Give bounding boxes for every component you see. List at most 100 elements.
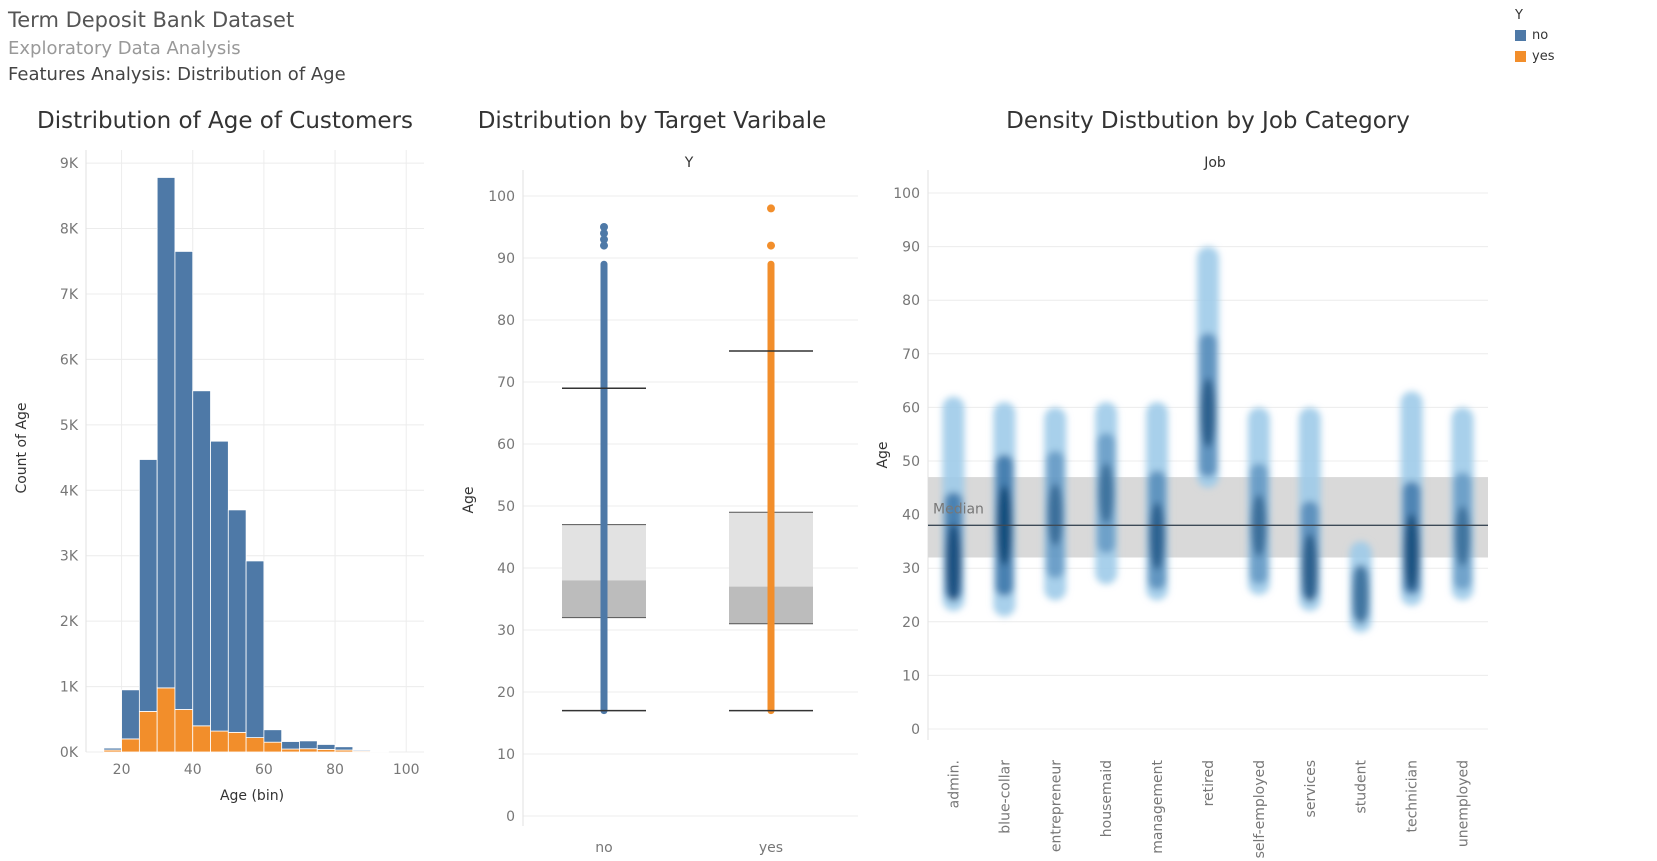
histogram-bar-yes[interactable] bbox=[281, 748, 300, 753]
histogram-bar-yes[interactable] bbox=[138, 711, 158, 753]
section-heading: Features Analysis: Distribution of Age bbox=[8, 64, 346, 85]
density-strip-services[interactable] bbox=[1298, 407, 1321, 612]
density-x-label-management: management bbox=[1150, 760, 1166, 854]
boxplot-y-tick: 80 bbox=[497, 313, 515, 329]
histogram-bar-no[interactable] bbox=[352, 749, 372, 752]
boxplot-column-header: Y bbox=[684, 155, 694, 171]
histogram-bar-yes[interactable] bbox=[263, 741, 283, 753]
boxplot-y-tick: 90 bbox=[497, 251, 515, 267]
histogram-x-tick: 80 bbox=[326, 762, 344, 778]
histogram-y-tick: 8K bbox=[60, 222, 79, 238]
boxplot-y-tick: 0 bbox=[506, 809, 515, 825]
density-x-label-entrepreneur: entrepreneur bbox=[1048, 760, 1064, 852]
density-x-label-blue-collar: blue-collar bbox=[997, 760, 1013, 834]
density-strip-housemaid[interactable] bbox=[1095, 402, 1118, 585]
density-y-tick: 0 bbox=[911, 722, 920, 738]
histogram-bar-no[interactable] bbox=[263, 729, 283, 743]
density-peak-management bbox=[1149, 502, 1166, 570]
boxplot-x-label-no: no bbox=[595, 840, 612, 856]
histogram-bar-no[interactable] bbox=[192, 390, 211, 727]
boxplot-y-tick: 30 bbox=[497, 623, 515, 639]
density-strip-management[interactable] bbox=[1146, 402, 1169, 601]
histogram-bar-yes[interactable] bbox=[299, 748, 318, 753]
density-strip-student[interactable] bbox=[1349, 541, 1372, 633]
histogram-bar-no[interactable] bbox=[316, 744, 336, 750]
legend-item-no[interactable]: no bbox=[1515, 25, 1554, 46]
histogram-bar-no[interactable] bbox=[245, 560, 265, 739]
density-strip-self-employed[interactable] bbox=[1247, 407, 1270, 595]
density-x-label-housemaid: housemaid bbox=[1099, 760, 1115, 837]
histogram-bar-no[interactable] bbox=[103, 747, 122, 751]
histogram-y-tick: 5K bbox=[60, 418, 79, 434]
histogram-bar-no[interactable] bbox=[156, 177, 176, 689]
histogram-bar-no[interactable] bbox=[334, 746, 354, 751]
histogram-bar-yes[interactable] bbox=[121, 738, 140, 753]
density-strip-retired[interactable] bbox=[1197, 246, 1219, 488]
boxplot-outlier-no[interactable] bbox=[600, 241, 608, 250]
density-x-label-services: services bbox=[1303, 760, 1319, 817]
histogram-bar-yes[interactable] bbox=[192, 725, 211, 753]
legend-label-yes: yes bbox=[1532, 49, 1555, 64]
legend-swatch-no bbox=[1515, 30, 1526, 41]
histogram-bar-no[interactable] bbox=[174, 251, 194, 710]
histogram-y-axis-label: Count of Age bbox=[14, 402, 30, 493]
density-peak-admin. bbox=[945, 523, 962, 602]
density-y-tick: 70 bbox=[902, 347, 920, 363]
density-y-tick: 50 bbox=[902, 454, 920, 470]
legend-item-yes[interactable]: yes bbox=[1515, 46, 1554, 67]
histogram-bar-yes[interactable] bbox=[156, 687, 176, 753]
density-y-tick: 40 bbox=[902, 508, 920, 524]
histogram-bar-no[interactable] bbox=[210, 440, 229, 732]
histogram-bar-no[interactable] bbox=[281, 741, 300, 750]
density-y-tick: 20 bbox=[902, 615, 920, 631]
boxplot-outlier-no[interactable] bbox=[600, 223, 608, 231]
legend-title: Y bbox=[1515, 8, 1523, 23]
histogram-bar-yes[interactable] bbox=[227, 731, 247, 753]
density-strip-entrepreneur[interactable] bbox=[1044, 407, 1067, 601]
density-x-label-technician: technician bbox=[1405, 760, 1421, 832]
legend-label-no: no bbox=[1532, 28, 1549, 43]
density-x-label-retired: retired bbox=[1201, 760, 1217, 806]
density-peak-housemaid bbox=[1098, 463, 1115, 524]
density-y-tick: 100 bbox=[893, 186, 920, 202]
boxplot-outlier-yes[interactable] bbox=[767, 241, 775, 250]
histogram-bar-no[interactable] bbox=[138, 459, 158, 712]
histogram-bar-yes[interactable] bbox=[210, 730, 229, 753]
boxplot-outlier-yes[interactable] bbox=[767, 204, 775, 213]
density-x-label-unemployed: unemployed bbox=[1456, 760, 1472, 847]
histogram-bar-no[interactable] bbox=[121, 689, 140, 740]
density-peak-student bbox=[1352, 564, 1369, 626]
histogram-title: Distribution of Age of Customers bbox=[37, 108, 413, 134]
histogram-bar-no[interactable] bbox=[299, 740, 318, 750]
dashboard-subtitle: Exploratory Data Analysis bbox=[8, 38, 241, 59]
density-x-label-self-employed: self-employed bbox=[1252, 760, 1268, 858]
density-column-header: Job bbox=[1203, 155, 1226, 171]
density-peak-entrepreneur bbox=[1047, 483, 1064, 546]
density-peak-technician bbox=[1403, 513, 1420, 591]
boxplot-outlier-no[interactable] bbox=[600, 235, 608, 244]
histogram-y-tick: 1K bbox=[60, 680, 79, 696]
density-strip-technician[interactable] bbox=[1400, 391, 1423, 606]
density-strip-admin.[interactable] bbox=[942, 396, 965, 612]
histogram-y-tick: 2K bbox=[60, 614, 79, 630]
density-x-label-admin.: admin. bbox=[946, 760, 962, 808]
histogram-x-tick: 40 bbox=[184, 762, 202, 778]
density-y-tick: 30 bbox=[902, 561, 920, 577]
histogram-bar-yes[interactable] bbox=[174, 709, 194, 753]
histogram-y-tick: 3K bbox=[60, 549, 79, 565]
histogram-bar-no[interactable] bbox=[227, 509, 247, 733]
boxplot-outlier-no[interactable] bbox=[600, 229, 608, 238]
boxplot-y-tick: 70 bbox=[497, 375, 515, 391]
density-y-tick: 90 bbox=[902, 240, 920, 256]
histogram-y-tick: 0K bbox=[60, 745, 79, 761]
histogram-x-tick: 20 bbox=[113, 762, 131, 778]
density-y-axis-label: Age bbox=[875, 441, 891, 468]
boxplot-y-axis-label: Age bbox=[461, 486, 477, 513]
histogram-y-tick: 7K bbox=[60, 287, 79, 303]
density-strip-unemployed[interactable] bbox=[1451, 407, 1474, 601]
density-strip-blue-collar[interactable] bbox=[993, 402, 1016, 617]
histogram-bar-yes[interactable] bbox=[245, 737, 265, 753]
density-peak-retired bbox=[1200, 378, 1216, 448]
color-legend: Y no yes bbox=[1515, 8, 1554, 67]
